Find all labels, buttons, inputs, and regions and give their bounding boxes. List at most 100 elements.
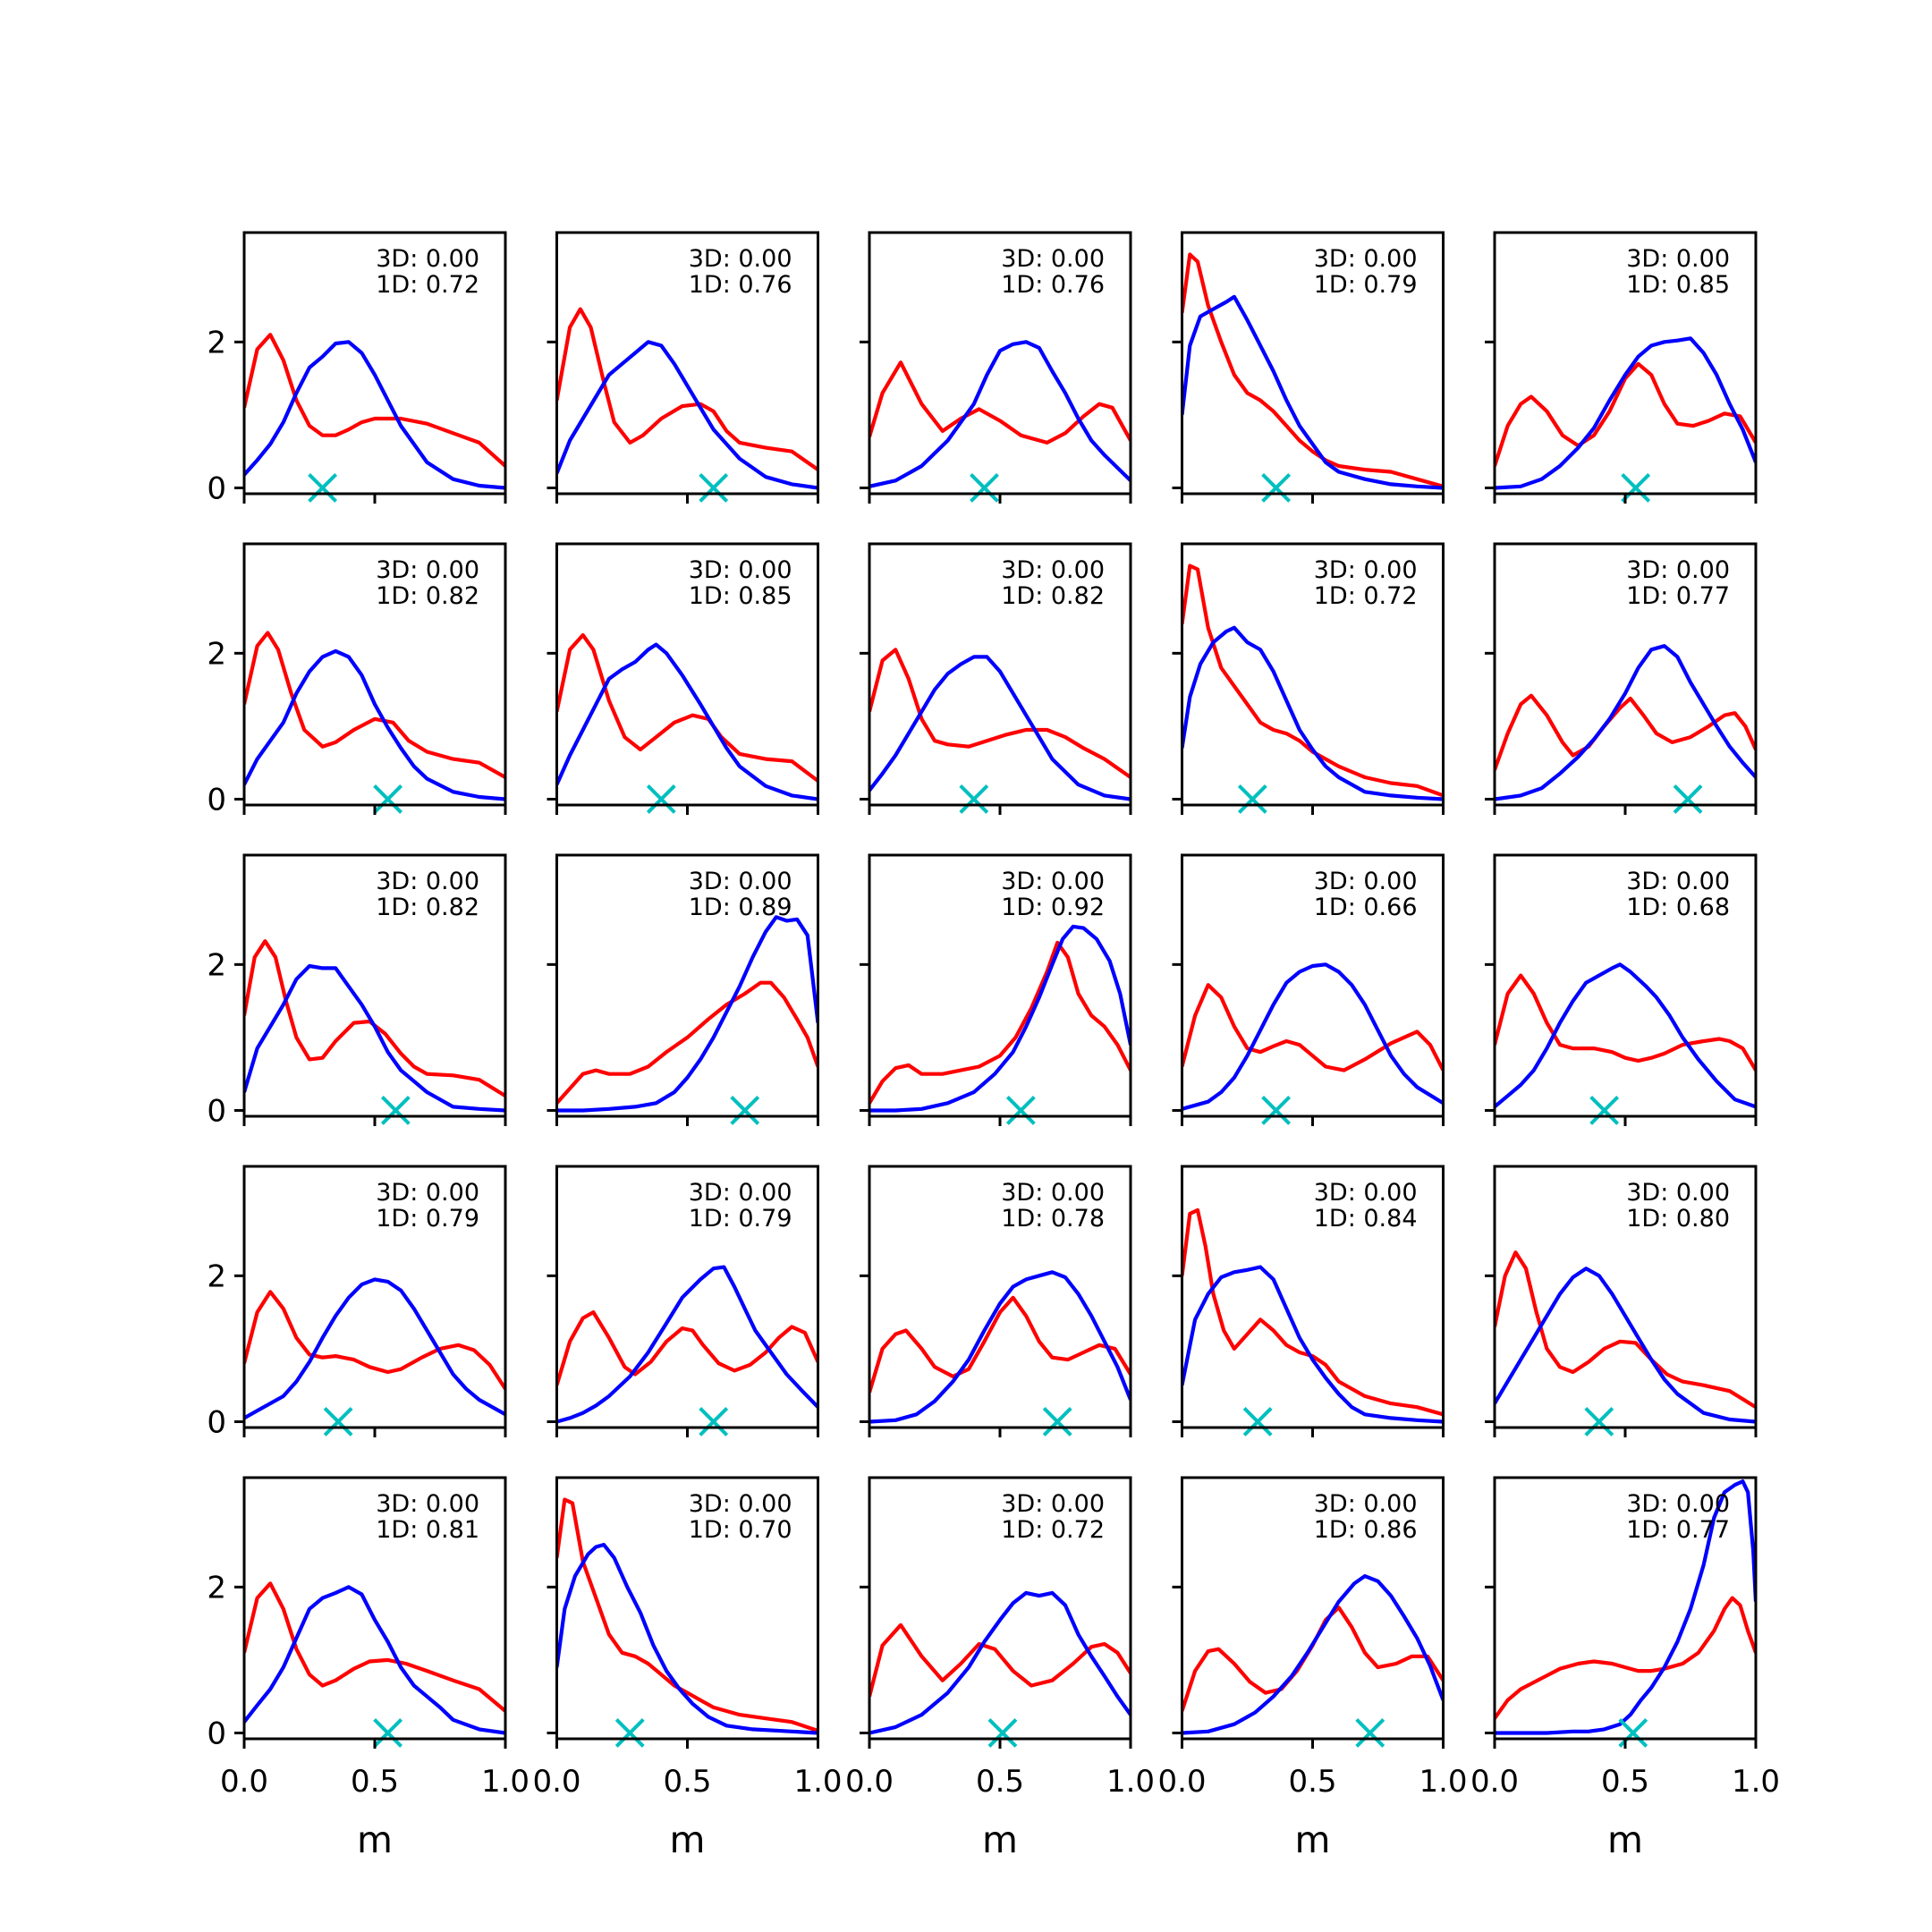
label-1d: 1D: 0.85 xyxy=(689,582,792,610)
x-tick-label: 0.5 xyxy=(976,1764,1024,1800)
label-1d: 1D: 0.70 xyxy=(689,1516,792,1544)
label-1d: 1D: 0.68 xyxy=(1626,894,1730,921)
x-axis-label: m xyxy=(357,1818,393,1861)
red-density-curve xyxy=(869,1295,1131,1394)
label-1d: 1D: 0.84 xyxy=(1314,1205,1418,1233)
red-density-curve xyxy=(244,939,505,1097)
x-marker xyxy=(646,784,676,814)
blue-density-curve xyxy=(556,1265,818,1424)
x-marker xyxy=(373,784,403,814)
x-tick-label: 1.0 xyxy=(1732,1764,1780,1800)
blue-density-curve xyxy=(869,1590,1131,1735)
label-3d: 3D: 0.00 xyxy=(1626,1490,1730,1518)
x-marker xyxy=(373,1718,403,1748)
blue-density-curve xyxy=(1495,1479,1756,1735)
red-density-curve xyxy=(1495,1250,1756,1409)
label-1d: 1D: 0.85 xyxy=(1626,271,1730,299)
x-marker xyxy=(1261,1096,1292,1125)
blue-density-curve xyxy=(869,655,1131,801)
x-tick-label: 1.0 xyxy=(1419,1764,1467,1800)
blue-density-curve xyxy=(1495,1267,1756,1424)
blue-density-curve xyxy=(244,963,505,1113)
label-3d: 3D: 0.00 xyxy=(1626,868,1730,895)
label-3d: 3D: 0.00 xyxy=(689,1179,792,1207)
x-marker xyxy=(1261,473,1292,503)
label-3d: 3D: 0.00 xyxy=(1001,556,1105,584)
x-marker xyxy=(1584,1407,1614,1436)
y-tick-label: 0 xyxy=(207,1093,226,1129)
blue-density-curve xyxy=(556,340,818,490)
red-density-curve xyxy=(244,1581,505,1713)
label-1d: 1D: 0.76 xyxy=(689,271,792,299)
x-tick-label: 0.5 xyxy=(1601,1764,1649,1800)
label-1d: 1D: 0.82 xyxy=(1001,582,1105,610)
red-density-curve xyxy=(1495,973,1756,1072)
label-3d: 3D: 0.00 xyxy=(376,1179,479,1207)
x-axis-label: m xyxy=(1295,1818,1331,1861)
label-3d: 3D: 0.00 xyxy=(1001,868,1105,895)
x-tick-label: 0.5 xyxy=(663,1764,711,1800)
label-1d: 1D: 0.79 xyxy=(689,1205,792,1233)
label-1d: 1D: 0.77 xyxy=(1626,582,1730,610)
label-3d: 3D: 0.00 xyxy=(1314,868,1418,895)
label-1d: 1D: 0.80 xyxy=(1626,1205,1730,1233)
label-1d: 1D: 0.78 xyxy=(1001,1205,1105,1233)
x-tick-label: 0.0 xyxy=(220,1764,268,1800)
label-1d: 1D: 0.82 xyxy=(376,894,479,921)
blue-density-curve xyxy=(244,648,505,801)
red-density-curve xyxy=(869,648,1131,779)
label-3d: 3D: 0.00 xyxy=(376,868,479,895)
y-tick-label: 0 xyxy=(207,782,226,818)
blue-density-curve xyxy=(869,924,1131,1113)
blue-density-curve xyxy=(869,1270,1131,1424)
label-3d: 3D: 0.00 xyxy=(689,245,792,273)
blue-density-curve xyxy=(1182,1574,1444,1735)
red-density-curve xyxy=(244,1290,505,1390)
label-3d: 3D: 0.00 xyxy=(1626,245,1730,273)
x-marker xyxy=(1673,784,1703,814)
red-density-curve xyxy=(1182,1208,1444,1417)
x-marker xyxy=(1621,473,1651,503)
blue-density-curve xyxy=(869,340,1131,488)
label-3d: 3D: 0.00 xyxy=(1626,1179,1730,1207)
label-3d: 3D: 0.00 xyxy=(689,1490,792,1518)
label-3d: 3D: 0.00 xyxy=(1626,556,1730,584)
label-3d: 3D: 0.00 xyxy=(1001,1490,1105,1518)
label-3d: 3D: 0.00 xyxy=(1001,1179,1105,1207)
x-tick-label: 1.0 xyxy=(481,1764,530,1800)
x-marker xyxy=(987,1718,1018,1748)
label-3d: 3D: 0.00 xyxy=(689,556,792,584)
y-tick-label: 2 xyxy=(207,947,226,983)
x-tick-label: 0.5 xyxy=(1288,1764,1336,1800)
y-tick-label: 2 xyxy=(207,1258,226,1294)
y-tick-label: 2 xyxy=(207,636,226,672)
label-1d: 1D: 0.72 xyxy=(1314,582,1418,610)
label-1d: 1D: 0.79 xyxy=(376,1205,479,1233)
x-tick-label: 0.5 xyxy=(351,1764,399,1800)
label-3d: 3D: 0.00 xyxy=(376,245,479,273)
blue-density-curve xyxy=(1182,962,1444,1111)
blue-density-curve xyxy=(1182,1265,1444,1424)
blue-density-curve xyxy=(556,915,818,1113)
blue-density-curve xyxy=(1182,294,1444,490)
red-density-curve xyxy=(1182,983,1444,1072)
x-marker xyxy=(730,1096,760,1125)
x-tick-label: 1.0 xyxy=(1106,1764,1155,1800)
